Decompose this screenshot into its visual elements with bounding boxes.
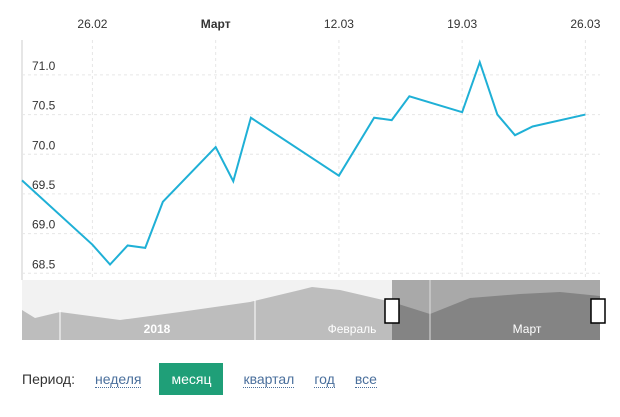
y-tick-label: 69.0 <box>32 218 56 232</box>
y-tick-label: 68.5 <box>32 257 56 271</box>
y-tick-label: 71.0 <box>32 59 56 73</box>
navigator-label: Февраль <box>328 322 377 336</box>
period-selector: Период: неделя месяц квартал год все <box>22 363 377 395</box>
period-option[interactable]: год <box>314 370 335 388</box>
y-tick-label: 69.5 <box>32 178 56 192</box>
period-option[interactable]: квартал <box>243 370 295 388</box>
x-tick-label: 26.03 <box>570 17 600 31</box>
x-tick-label: 19.03 <box>447 17 477 31</box>
period-option[interactable]: неделя <box>95 370 142 388</box>
navigator-handle[interactable] <box>384 298 400 324</box>
y-tick-label: 70.0 <box>32 138 56 152</box>
period-label: Период: <box>22 371 75 387</box>
navigator-handle[interactable] <box>590 298 606 324</box>
x-tick-label: Март <box>201 17 231 31</box>
navigator-area <box>22 287 600 340</box>
navigator-label: 2018 <box>144 322 171 336</box>
x-tick-label: 26.02 <box>77 17 107 31</box>
navigator: 2018 Февраль Март <box>22 280 606 340</box>
y-tick-label: 70.5 <box>32 99 56 113</box>
period-option[interactable]: месяц <box>159 363 224 395</box>
navigator-selection[interactable] <box>392 280 600 340</box>
x-tick-label: 12.03 <box>324 17 354 31</box>
chart: 68.5 69.0 69.5 70.0 70.5 71.0 26.02 Март 12.03 19… <box>21 17 606 340</box>
line <box>21 59 586 267</box>
period-option[interactable]: все <box>354 370 377 388</box>
navigator-label: Март <box>513 322 542 336</box>
